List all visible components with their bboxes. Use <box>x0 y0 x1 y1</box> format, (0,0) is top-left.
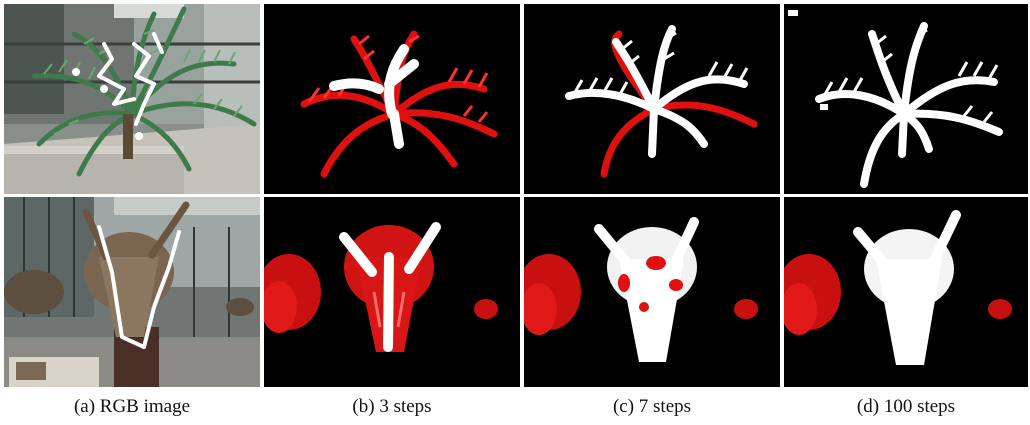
user-scribble <box>97 225 181 349</box>
mask-fern-3-steps <box>264 4 520 194</box>
mask-fern-7-steps <box>524 4 780 194</box>
rgb-image-triceratops <box>4 197 260 387</box>
caption-100-steps: (d) 100 steps <box>856 396 956 417</box>
rgb-image-fern <box>4 4 260 194</box>
caption-7-steps: (c) 7 steps <box>612 396 692 417</box>
mask-triceratops-100-steps <box>784 197 1028 387</box>
user-scribble <box>97 32 164 126</box>
mask-triceratops-3-steps <box>264 197 520 387</box>
caption-rgb-image: (a) RGB image <box>73 396 191 417</box>
mask-triceratops-7-steps <box>524 197 780 387</box>
mask-fern-100-steps <box>784 4 1028 194</box>
caption-3-steps: (b) 3 steps <box>352 396 432 417</box>
